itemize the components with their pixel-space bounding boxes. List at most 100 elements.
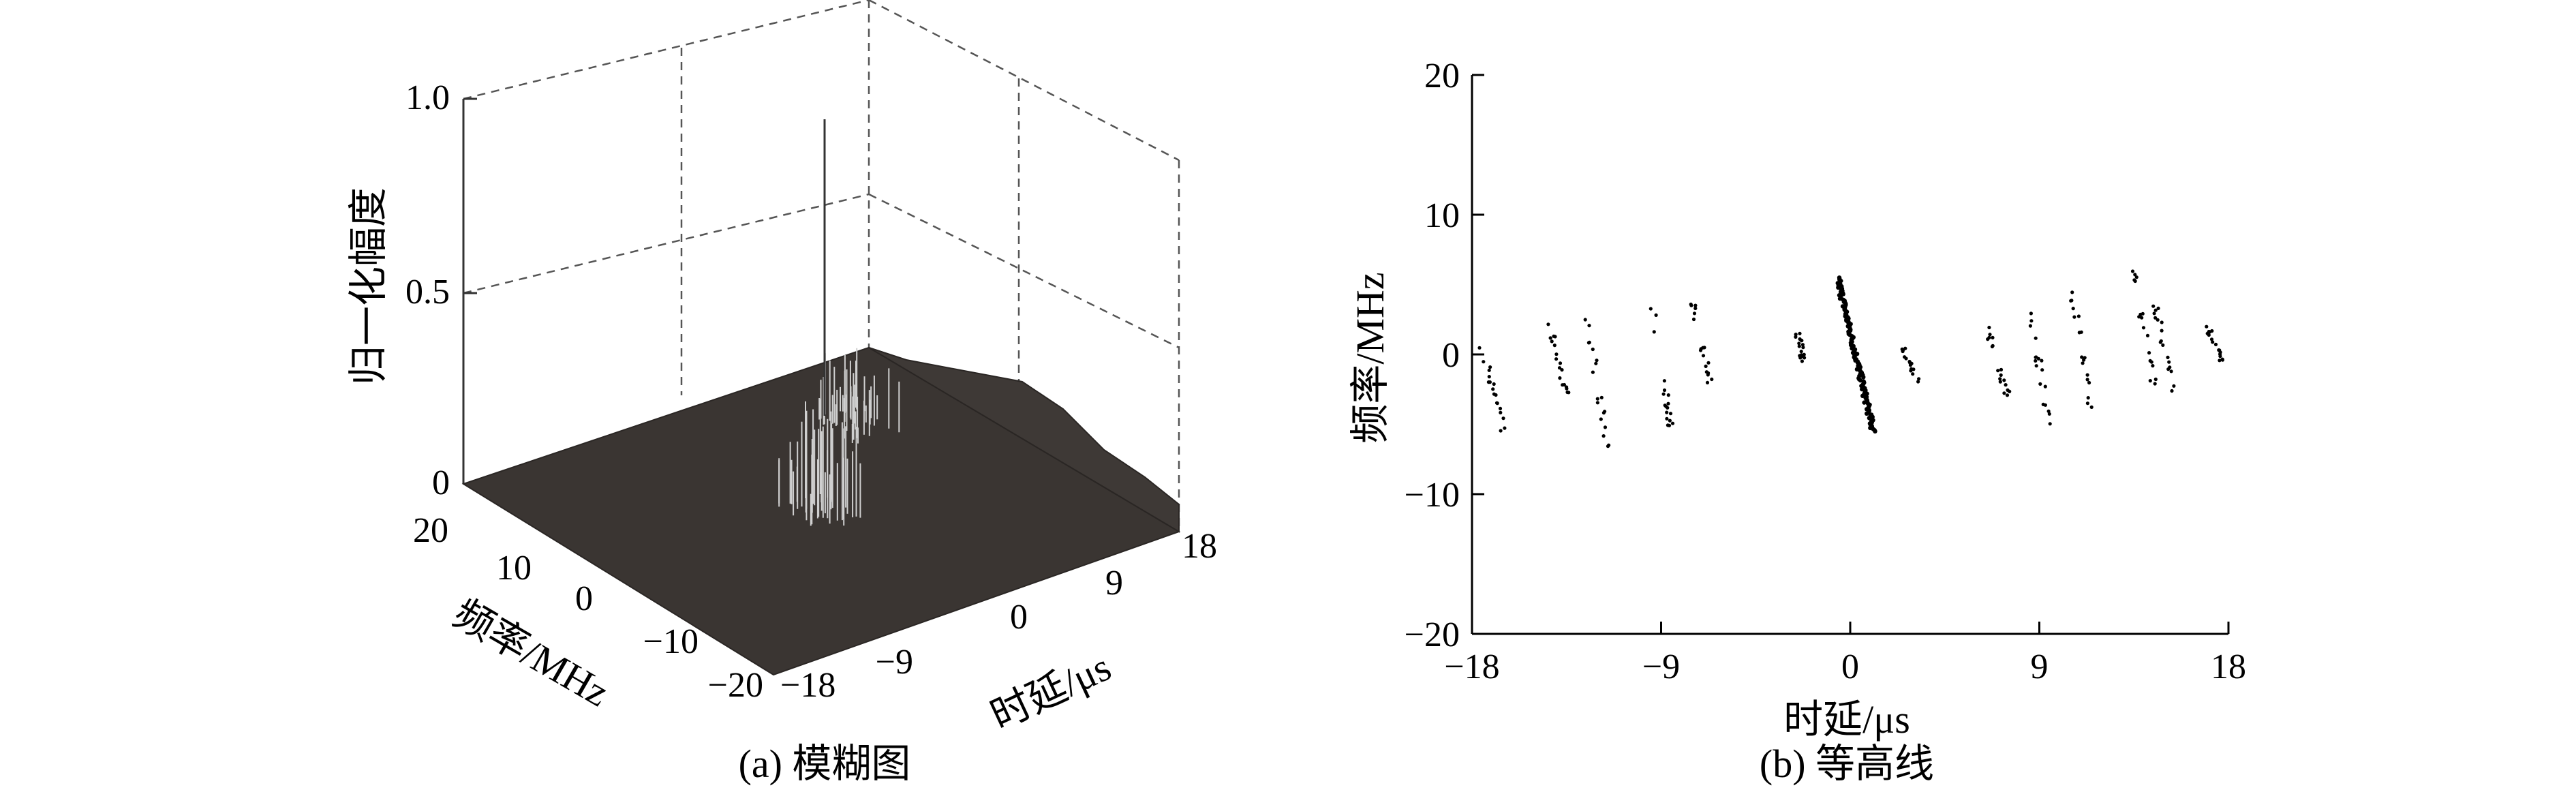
contour-point (1706, 371, 1711, 376)
contour-point (1800, 343, 1805, 347)
panel-a-surface-rim (868, 347, 1180, 533)
contour-point (2170, 389, 2174, 393)
y-tick-label: 20 (1424, 57, 1460, 95)
contour-point (1901, 349, 1905, 354)
contour-point (1552, 334, 1556, 338)
contour-point (2040, 368, 2044, 372)
panel-b-x-ticks (1471, 622, 2230, 634)
contour-point (1800, 359, 1804, 363)
contour-point (1798, 331, 1802, 335)
contour-point (2132, 278, 2136, 282)
contour-point (2153, 377, 2158, 382)
contour-point (1801, 346, 1805, 350)
panel-b-tick-labels: 20 10 0 −10 −20−18 −9 0 9 18 (1405, 57, 2246, 686)
contour-point (1998, 380, 2002, 384)
contour-point (1477, 346, 1482, 350)
contour-point (1491, 387, 1495, 391)
panel-a-y-tick-label: 0 (575, 579, 593, 618)
contour-point (1606, 444, 1610, 448)
contour-point (2134, 275, 2138, 279)
contour-point (2145, 333, 2150, 337)
contour-point (1565, 390, 1569, 395)
contour-point (2076, 314, 2081, 318)
contour-point (1554, 352, 1559, 356)
panel-a-y-tick-label: −20 (708, 666, 763, 705)
contour-point (1561, 383, 1565, 387)
contour-point (1654, 313, 1658, 317)
contour-point (1487, 368, 1491, 372)
contour-point (2151, 304, 2156, 308)
panel-a-y-tick-label: 10 (496, 549, 532, 588)
contour-point (1499, 429, 1503, 433)
contour-point (1865, 411, 1869, 416)
contour-point (2205, 324, 2209, 329)
contour-point (1991, 335, 1995, 339)
contour-point (1560, 368, 1564, 372)
contour-point (1670, 421, 1675, 425)
contour-point (1550, 339, 1554, 344)
contour-point (2043, 384, 2047, 389)
contour-point (1591, 347, 1595, 352)
contour-point (1587, 324, 1591, 328)
panel-b-y-axis-label: 频率/MHz (1348, 272, 1392, 443)
contour-point (2130, 269, 2135, 273)
panel-a-x-tick-label: 18 (1182, 527, 1217, 566)
contour-point (1860, 386, 1865, 392)
contour-point (1492, 382, 1496, 386)
contour-point (2153, 382, 2157, 386)
contour-point (1911, 372, 1915, 376)
contour-point (2046, 409, 2051, 413)
contour-point (2085, 401, 2089, 406)
panel-a-z-tick-label: 0 (432, 463, 450, 502)
contour-point (2210, 329, 2214, 333)
contour-point (2048, 422, 2052, 426)
contour-point (1704, 364, 1708, 369)
contour-point (2087, 380, 2091, 385)
contour-point (2218, 350, 2222, 354)
contour-point (1873, 429, 1877, 433)
contour-point (2070, 290, 2074, 294)
contour-point (2082, 358, 2086, 362)
contour-point (2211, 340, 2215, 344)
panel-b-x-axis-label: 时延/μs (1783, 697, 1910, 742)
contour-point (2029, 311, 2033, 316)
contour-point (2159, 339, 2163, 343)
contour-point (1903, 355, 1907, 359)
contour-point (2002, 391, 2006, 395)
contour-point (2085, 373, 2089, 377)
contour-point (1860, 393, 1865, 398)
contour-point (1693, 306, 1698, 310)
contour-point (1666, 406, 1670, 410)
y-tick-label: −20 (1405, 615, 1460, 654)
contour-point (2034, 359, 2038, 363)
contour-point (2220, 358, 2224, 362)
contour-point (2041, 402, 2045, 407)
contour-point (1668, 418, 1672, 423)
panel-a-x-tick-label: 0 (1010, 598, 1028, 637)
contour-point (2047, 412, 2051, 416)
contour-point (2153, 316, 2158, 320)
contour-point (2080, 355, 2084, 359)
contour-point (2161, 343, 2165, 347)
contour-point (2079, 330, 2083, 334)
contour-point (2089, 405, 2094, 410)
contour-point (2040, 359, 2044, 363)
x-tick-label: 18 (2211, 648, 2246, 686)
contour-point (2038, 382, 2042, 386)
contour-point (1667, 423, 1672, 427)
contour-point (1797, 344, 1801, 348)
contour-point (2081, 361, 2085, 365)
x-tick-label: −9 (1642, 648, 1680, 686)
contour-point (1583, 318, 1587, 322)
contour-point (2152, 311, 2156, 316)
contour-point (1668, 412, 1673, 416)
contour-point (1663, 403, 1667, 408)
contour-point (1501, 416, 1505, 421)
contour-point (2148, 359, 2152, 363)
contour-point (1916, 380, 1920, 384)
contour-point (2085, 378, 2089, 382)
contour-point (1558, 376, 1562, 380)
contour-point (1803, 356, 1807, 360)
contour-point (1836, 285, 1841, 290)
panel-a-caption: (a) 模糊图 (739, 742, 911, 786)
